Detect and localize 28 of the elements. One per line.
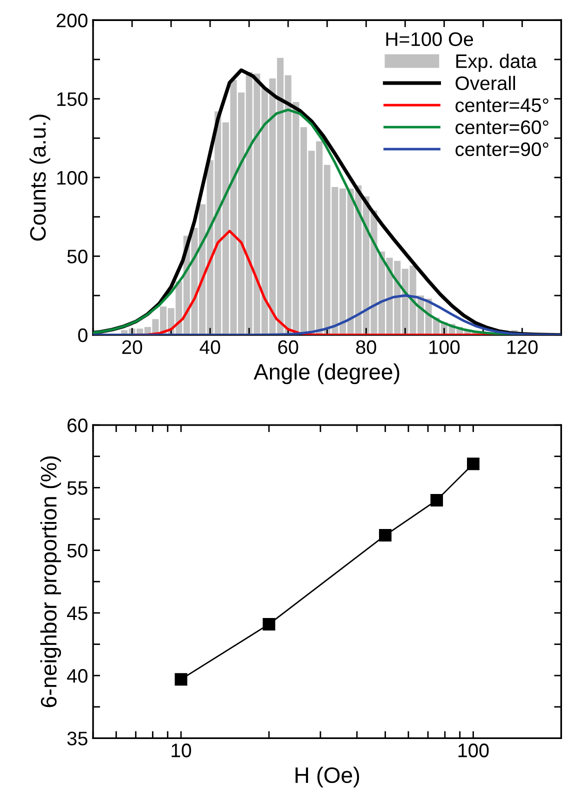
x-tick-label: 100 [429, 340, 460, 354]
y-tick-label: 35 [67, 732, 88, 746]
y-tick-label: 100 [57, 170, 88, 185]
y-tick-label: 0 [78, 328, 88, 342]
legend-label: center=90° [456, 142, 548, 156]
y-tick-label: 200 [56, 14, 88, 28]
x-axis-title: Angle (degree) [254, 363, 400, 384]
y-tick-label: 60 [68, 418, 88, 432]
legend-label: Exp. data [456, 54, 537, 72]
legend-label: Overall [456, 76, 516, 90]
x-tick-label: 20 [122, 340, 142, 354]
x-tick-label: 40 [200, 340, 220, 354]
y-tick-label: 50 [67, 250, 88, 264]
x-axis-title: H (Oe) [296, 766, 360, 788]
x-tick-label: 80 [356, 340, 376, 354]
y-axis-title: 6-neighbor proportion (%) [40, 456, 62, 708]
y-tick-label: 55 [67, 481, 88, 495]
y-tick-label: 45 [67, 606, 88, 620]
x-tick-label: 10 [172, 744, 192, 758]
x-tick-label: 120 [507, 340, 538, 354]
y-tick-label: 50 [67, 544, 88, 558]
legend-label: center=60° [456, 120, 548, 134]
x-tick-label: 60 [278, 340, 298, 354]
y-tick-label: 40 [67, 669, 88, 683]
legend-label: center=45° [456, 98, 548, 112]
legend-title: H=100 Oe [386, 32, 474, 46]
y-axis-title: Counts (a.u.) [29, 114, 50, 241]
y-tick-label: 150 [57, 92, 88, 106]
